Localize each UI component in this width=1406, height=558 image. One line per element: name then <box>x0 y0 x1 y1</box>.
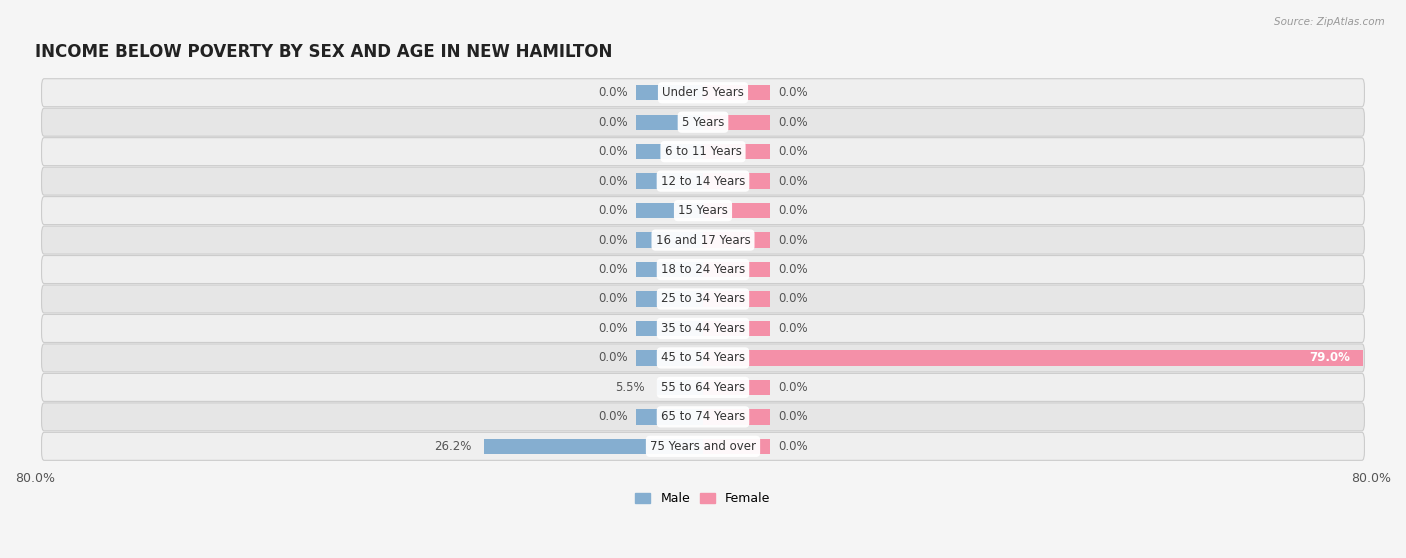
Bar <box>703 321 770 336</box>
Text: 0.0%: 0.0% <box>778 234 808 247</box>
Text: 45 to 54 Years: 45 to 54 Years <box>661 352 745 364</box>
Bar <box>703 85 770 100</box>
Text: 16 and 17 Years: 16 and 17 Years <box>655 234 751 247</box>
FancyBboxPatch shape <box>42 432 1364 460</box>
Bar <box>703 350 1362 365</box>
Legend: Male, Female: Male, Female <box>630 487 776 510</box>
Text: 0.0%: 0.0% <box>598 204 628 217</box>
Text: 0.0%: 0.0% <box>778 322 808 335</box>
Text: 0.0%: 0.0% <box>598 175 628 187</box>
Text: 65 to 74 Years: 65 to 74 Years <box>661 410 745 424</box>
Text: Under 5 Years: Under 5 Years <box>662 86 744 99</box>
Text: 0.0%: 0.0% <box>598 234 628 247</box>
Text: 79.0%: 79.0% <box>1309 352 1350 364</box>
FancyBboxPatch shape <box>42 315 1364 343</box>
Text: 0.0%: 0.0% <box>598 410 628 424</box>
FancyBboxPatch shape <box>42 226 1364 254</box>
Text: 25 to 34 Years: 25 to 34 Years <box>661 292 745 305</box>
Bar <box>703 232 770 248</box>
Text: 0.0%: 0.0% <box>598 322 628 335</box>
Bar <box>636 321 703 336</box>
Text: 12 to 14 Years: 12 to 14 Years <box>661 175 745 187</box>
Bar <box>636 262 703 277</box>
Bar <box>703 262 770 277</box>
Text: 0.0%: 0.0% <box>778 175 808 187</box>
FancyBboxPatch shape <box>42 108 1364 136</box>
FancyBboxPatch shape <box>42 403 1364 431</box>
Text: 75 Years and over: 75 Years and over <box>650 440 756 453</box>
Bar <box>636 174 703 189</box>
Text: 15 Years: 15 Years <box>678 204 728 217</box>
Text: 0.0%: 0.0% <box>778 263 808 276</box>
Text: 6 to 11 Years: 6 to 11 Years <box>665 145 741 158</box>
Bar <box>484 439 703 454</box>
FancyBboxPatch shape <box>42 79 1364 107</box>
Text: 0.0%: 0.0% <box>778 381 808 394</box>
FancyBboxPatch shape <box>42 167 1364 195</box>
Bar <box>636 203 703 218</box>
Text: 5.5%: 5.5% <box>614 381 644 394</box>
FancyBboxPatch shape <box>42 138 1364 166</box>
FancyBboxPatch shape <box>42 256 1364 283</box>
Text: 0.0%: 0.0% <box>778 410 808 424</box>
Bar <box>703 291 770 307</box>
Bar <box>657 380 703 395</box>
Text: 5 Years: 5 Years <box>682 116 724 129</box>
Text: 18 to 24 Years: 18 to 24 Years <box>661 263 745 276</box>
FancyBboxPatch shape <box>42 373 1364 401</box>
Text: 0.0%: 0.0% <box>598 263 628 276</box>
Bar <box>636 114 703 130</box>
Bar <box>703 114 770 130</box>
Bar <box>703 174 770 189</box>
Text: 26.2%: 26.2% <box>434 440 471 453</box>
Bar <box>703 380 770 395</box>
Bar <box>703 144 770 160</box>
FancyBboxPatch shape <box>42 196 1364 224</box>
Text: 0.0%: 0.0% <box>778 86 808 99</box>
Text: 0.0%: 0.0% <box>778 145 808 158</box>
Text: 0.0%: 0.0% <box>778 116 808 129</box>
Bar <box>703 203 770 218</box>
FancyBboxPatch shape <box>42 344 1364 372</box>
Text: 0.0%: 0.0% <box>778 292 808 305</box>
Bar <box>703 409 770 425</box>
Text: 0.0%: 0.0% <box>598 116 628 129</box>
Bar <box>636 232 703 248</box>
Bar <box>636 409 703 425</box>
Bar <box>636 350 703 365</box>
FancyBboxPatch shape <box>42 285 1364 313</box>
Bar <box>636 85 703 100</box>
Bar <box>703 439 770 454</box>
Bar <box>636 144 703 160</box>
Text: 0.0%: 0.0% <box>778 204 808 217</box>
Text: INCOME BELOW POVERTY BY SEX AND AGE IN NEW HAMILTON: INCOME BELOW POVERTY BY SEX AND AGE IN N… <box>35 43 613 61</box>
Bar <box>636 291 703 307</box>
Text: 35 to 44 Years: 35 to 44 Years <box>661 322 745 335</box>
Text: 0.0%: 0.0% <box>598 352 628 364</box>
Text: 0.0%: 0.0% <box>778 440 808 453</box>
Text: 0.0%: 0.0% <box>598 145 628 158</box>
Text: 55 to 64 Years: 55 to 64 Years <box>661 381 745 394</box>
Text: 0.0%: 0.0% <box>598 86 628 99</box>
Text: 0.0%: 0.0% <box>598 292 628 305</box>
Text: Source: ZipAtlas.com: Source: ZipAtlas.com <box>1274 17 1385 27</box>
